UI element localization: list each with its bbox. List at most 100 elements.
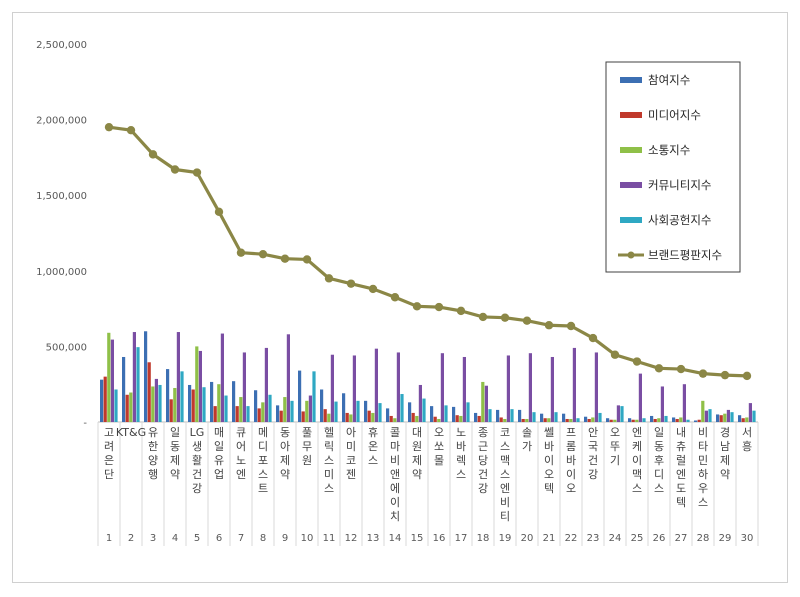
bar-4 (352, 355, 356, 422)
bar-4 (264, 347, 268, 422)
x-rank-label: 27 (675, 533, 688, 544)
bar-5 (378, 403, 382, 422)
bar-5 (114, 389, 118, 422)
x-rank-label: 16 (433, 533, 446, 544)
legend-swatch (620, 182, 642, 188)
bar-4 (638, 373, 642, 422)
line-point (698, 369, 708, 378)
bar-2 (191, 389, 195, 422)
x-rank-label: 29 (719, 533, 732, 544)
bar-3 (305, 400, 309, 422)
bar-4 (220, 333, 224, 422)
line-point (566, 321, 576, 331)
bar-2 (719, 415, 723, 422)
line-series-group (104, 122, 752, 381)
legend-label: 미디어지수 (648, 108, 701, 122)
bar-4 (418, 384, 422, 422)
x-rank-label: 21 (543, 533, 556, 544)
y-tick-label: 1,000,000 (36, 267, 87, 278)
bar-3 (217, 384, 221, 422)
bar-2 (587, 418, 591, 422)
bar-4 (572, 347, 576, 422)
bar-3 (569, 418, 573, 422)
legend-swatch (620, 217, 642, 223)
bar-2 (367, 410, 371, 422)
line-point (192, 168, 202, 177)
line-point (544, 321, 554, 330)
bar-5 (752, 410, 756, 422)
x-axis-labels: 고 려 은 단 1 KT&G 2 유 한 양 행 3 일 동 제 약 4 LG 생 활 건 강 5 매 일 유 업 6 큐 어 노 엔 7 메 디 포… (97, 422, 759, 546)
legend-swatch (620, 112, 642, 118)
bar-3 (459, 415, 463, 422)
bar-5 (686, 419, 690, 422)
x-rank-label: 13 (367, 533, 380, 544)
line-point (522, 316, 532, 325)
bar-5 (510, 409, 514, 422)
line-point (632, 357, 642, 366)
bar-5 (598, 412, 602, 422)
bar-2 (279, 410, 283, 422)
bar-2 (609, 419, 613, 422)
bar-4 (748, 403, 752, 422)
bar-5 (554, 412, 558, 422)
bar-3 (283, 397, 287, 422)
bar-1 (452, 406, 456, 422)
bar-1 (562, 413, 566, 422)
line-point (654, 364, 664, 373)
x-rank-label: 4 (172, 533, 178, 544)
bar-4 (484, 385, 488, 422)
bar-5 (312, 371, 316, 422)
bar-2 (543, 418, 547, 422)
x-rank-label: 2 (128, 533, 134, 544)
bar-4 (440, 353, 444, 422)
x-category-label: LG 생 활 건 강 (190, 426, 205, 495)
y-axis: - 500,000 1,000,000 1,500,000 2,000,000 2,500… (36, 40, 87, 429)
x-rank-label: 1 (106, 533, 112, 544)
x-rank-label: 14 (389, 533, 402, 544)
x-rank-label: 28 (697, 533, 710, 544)
bar-1 (430, 406, 434, 422)
bar-5 (268, 394, 272, 422)
bar-3 (745, 417, 749, 422)
bar-3 (657, 418, 661, 422)
x-rank-label: 11 (323, 533, 336, 544)
bar-4 (110, 339, 114, 422)
x-rank-label: 6 (216, 533, 222, 544)
x-rank-label: 8 (260, 533, 266, 544)
bar-4 (528, 353, 532, 422)
legend-swatch (620, 77, 642, 83)
bar-2 (125, 394, 129, 422)
bar-1 (540, 413, 544, 422)
x-rank-label: 17 (455, 533, 468, 544)
bar-4 (616, 405, 620, 422)
x-rank-label: 7 (238, 533, 244, 544)
bar-2 (213, 406, 217, 422)
bar-1 (144, 331, 148, 422)
line-point (324, 274, 334, 283)
bar-1 (122, 356, 126, 422)
legend-label: 참여지수 (648, 73, 690, 87)
line-point (412, 302, 422, 311)
bar-2 (103, 376, 107, 422)
line-point (148, 150, 158, 159)
bar-2 (499, 417, 503, 422)
bar-3 (591, 417, 595, 422)
bar-4 (132, 332, 136, 422)
bar-2 (411, 412, 415, 422)
legend-label: 사회공헌지수 (648, 213, 711, 227)
bar-5 (642, 418, 646, 422)
line-point (742, 371, 752, 381)
bar-1 (232, 381, 236, 422)
line-point (456, 306, 466, 316)
